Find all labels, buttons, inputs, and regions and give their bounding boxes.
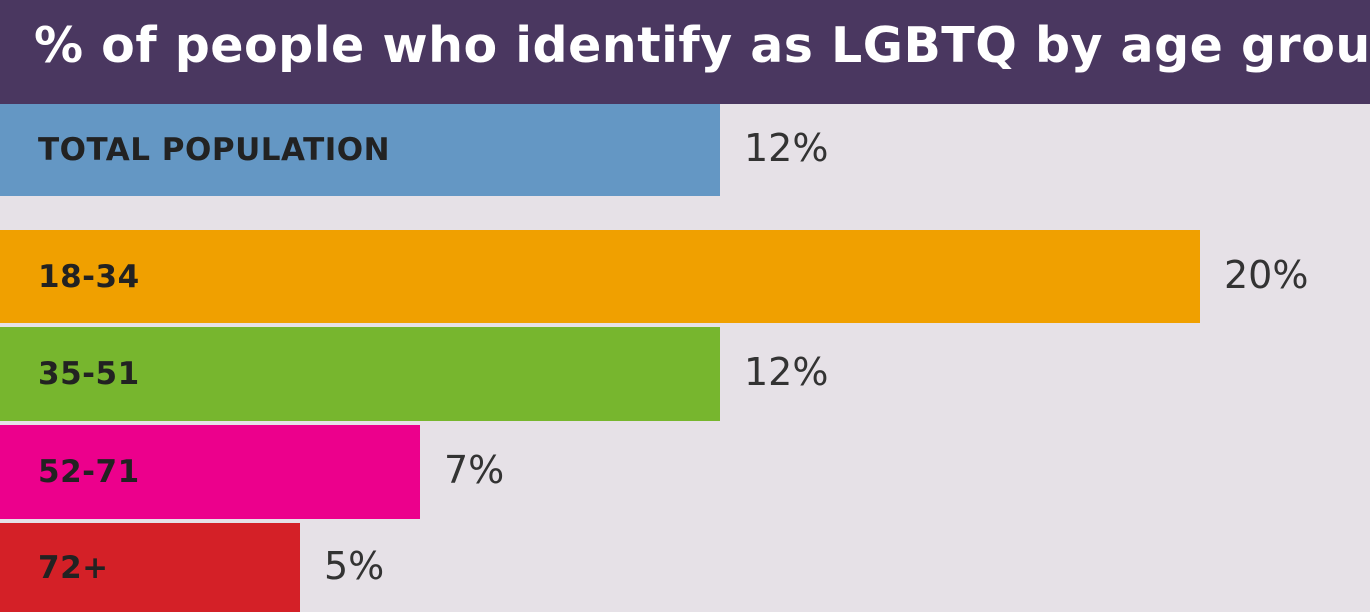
bar-category-label: 35-51 [38,356,140,392]
bar-category-label: TOTAL POPULATION [38,132,391,168]
chart-title-bar: % of people who identify as LGBTQ by age… [0,0,1370,104]
bar-1: 18-34 [0,230,1200,323]
bar-category-label: 52-71 [38,454,140,490]
bar-3: 52-71 [0,425,420,519]
bar-category-label: 18-34 [38,258,140,295]
chart-title: % of people who identify as LGBTQ by age… [34,17,1370,74]
bar-value-label: 12% [744,126,829,170]
bar-value-label: 7% [444,448,505,492]
bar-value-label: 5% [324,543,385,588]
bar-category-label: 72+ [38,549,109,586]
bar-2: 35-51 [0,327,720,421]
bar-value-label: 20% [1224,252,1309,297]
bar-0: TOTAL POPULATION [0,104,720,196]
bar-4: 72+ [0,523,300,612]
bar-value-label: 12% [744,350,829,394]
